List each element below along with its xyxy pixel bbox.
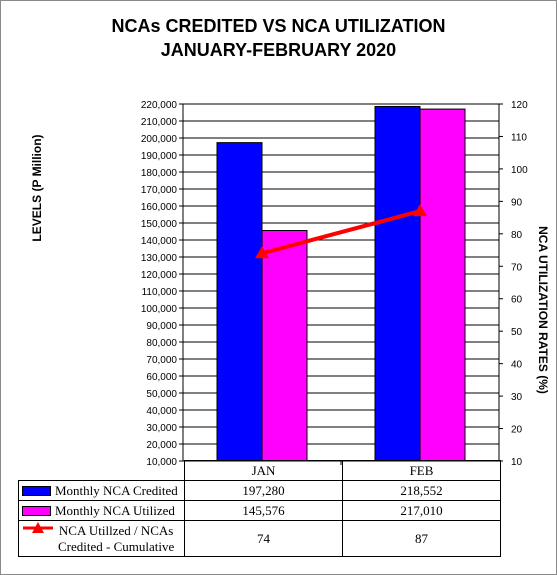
y-right-tick-label: 10 <box>511 457 523 468</box>
y-right-tick-label: 20 <box>511 425 523 436</box>
y-left-tick-label: 220,000 <box>141 100 178 111</box>
bar-utilized-feb <box>419 108 466 462</box>
table-row-label-credited: Monthly NCA Credited <box>18 480 185 501</box>
y-right-tick-label: 60 <box>511 295 523 306</box>
table-corner <box>19 461 185 481</box>
y-left-tick-label: 160,000 <box>141 202 178 213</box>
bar-credited-jan <box>216 142 263 462</box>
table-row-label-rate: NCA Utillzed / NCAs Credited - Cumulativ… <box>18 520 185 557</box>
y-left-tick-label: 200,000 <box>141 134 178 145</box>
legend-label-credited: Monthly NCA Credited <box>55 482 178 498</box>
y-left-tick-label: 130,000 <box>141 253 178 264</box>
y-right-tick-label: 40 <box>511 360 523 371</box>
y-left-tick-label: 170,000 <box>141 185 178 196</box>
table-row-utilized: Monthly NCA Utilized 145,576 217,010 <box>18 500 501 521</box>
y-right-tick-label: 120 <box>511 100 528 111</box>
y-right-tick-label: 70 <box>511 262 523 273</box>
y-left-tick-label: 90,000 <box>146 321 177 332</box>
y-left-tick-label: 70,000 <box>146 355 177 366</box>
y-right-tick-label: 110 <box>511 132 527 143</box>
table-header-feb: FEB <box>342 460 501 481</box>
y-left-tick-label: 30,000 <box>146 423 177 434</box>
table-row-label-utilized: Monthly NCA Utilized <box>18 500 185 521</box>
rate-marker-feb <box>413 204 427 217</box>
legend-label-utilized: Monthly NCA Utilized <box>55 502 175 518</box>
y-left-tick-label: 210,000 <box>141 117 178 128</box>
y-left-tick-label: 40,000 <box>146 406 177 417</box>
table-header-row: JAN FEB <box>19 460 501 481</box>
y-left-tick-label: 110,000 <box>142 287 178 298</box>
table-cell-credited-jan: 197,280 <box>184 480 343 501</box>
table-row-credited: Monthly NCA Credited 197,280 218,552 <box>18 480 501 501</box>
table-cell-utilized-jan: 145,576 <box>184 500 343 521</box>
y-left-tick-label: 80,000 <box>146 338 177 349</box>
chart-title: NCAs CREDITED VS NCA UTILIZATION JANUARY… <box>0 14 557 62</box>
bar-utilized-jan <box>261 230 308 462</box>
legend-line-marker-icon <box>22 522 54 534</box>
y-right-tick-label: 90 <box>511 197 523 208</box>
rate-marker-jan <box>255 246 269 259</box>
table-cell-rate-feb: 87 <box>342 520 501 557</box>
legend-swatch-credited <box>22 485 51 496</box>
y-right-tick-label: 30 <box>511 392 523 403</box>
y-left-tick-label: 10,000 <box>146 457 177 468</box>
table-cell-utilized-feb: 217,010 <box>342 500 501 521</box>
table-cell-rate-jan: 74 <box>184 520 343 557</box>
y-right-tick-label: 80 <box>511 230 523 241</box>
table-header-jan: JAN <box>184 460 343 481</box>
y-left-tick-label: 100,000 <box>141 304 178 315</box>
table-row-rate: NCA Utillzed / NCAs Credited - Cumulativ… <box>18 520 501 557</box>
legend-swatch-utilized <box>22 505 51 516</box>
y-right-tick-label: 100 <box>511 165 528 176</box>
bar-credited-feb <box>374 105 421 462</box>
y-left-tick-label: 180,000 <box>141 168 178 179</box>
data-table: JAN FEB Monthly NCA Credited 197,280 218… <box>18 460 501 557</box>
legend-label-rate-line1: NCA Utillzed / NCAs <box>58 523 174 538</box>
y-left-tick-label: 140,000 <box>141 236 178 247</box>
y-left-tick-label: 20,000 <box>146 440 177 451</box>
rate-line <box>261 209 421 256</box>
y-left-tick-label: 60,000 <box>146 372 177 383</box>
y-left-tick-label: 50,000 <box>146 389 177 400</box>
chart-title-line1: NCAs CREDITED VS NCA UTILIZATION <box>111 16 446 36</box>
table-cell-credited-feb: 218,552 <box>342 480 501 501</box>
y-right-tick-label: 50 <box>511 327 523 338</box>
y-left-tick-label: 120,000 <box>141 270 178 281</box>
legend-label-rate-line2: Credited - Cumulative <box>58 539 175 554</box>
chart-title-line2: JANUARY-FEBRUARY 2020 <box>160 40 397 60</box>
y-left-tick-label: 190,000 <box>141 151 178 162</box>
y-left-tick-label: 150,000 <box>141 219 178 230</box>
